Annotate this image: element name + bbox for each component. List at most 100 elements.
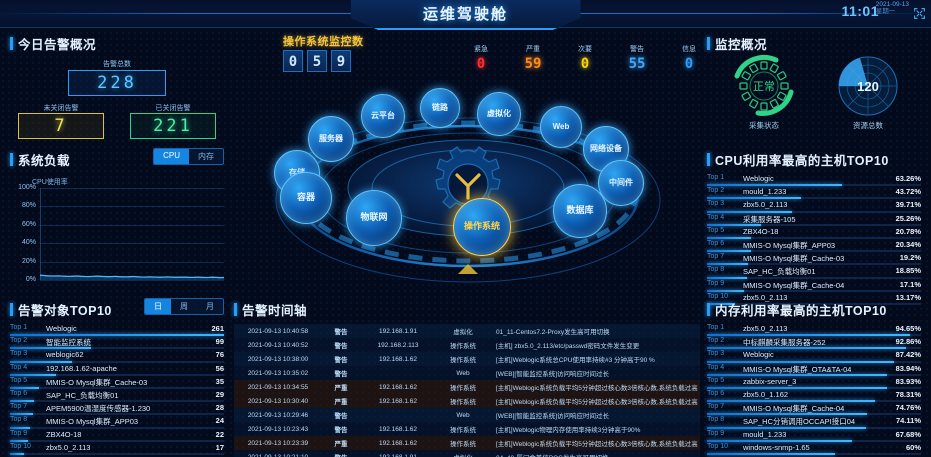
list-item[interactable]: Top 8 SAP_HC分销调用OCCAPI接口04 74.11% — [707, 416, 921, 429]
rank-item-value: 74.76% — [895, 403, 921, 413]
list-item[interactable]: Top 2 智能监控系统 99 — [10, 337, 224, 350]
period-toggle-option-1[interactable]: 周 — [171, 299, 197, 314]
rank-bar-fill — [707, 197, 801, 200]
period-toggle-option-0[interactable]: 日 — [145, 299, 171, 314]
alert-time-cell: 2021-09-13 10:29:46 — [247, 411, 309, 419]
topology-node-1[interactable]: 服务器 — [308, 116, 354, 162]
table-row[interactable]: 2021-09-13 10:34:55 严重 192.168.1.62 操作系统 [主机… — [234, 380, 700, 394]
rank-bar-fill — [707, 210, 792, 213]
rank-item-name: MMIS-O Mysql集群_APP03 — [46, 417, 139, 427]
list-item[interactable]: Top 7 MMIS-O Mysql集群_Cache-04 74.76% — [707, 403, 921, 416]
chart-y-tick-0: 100% — [18, 184, 36, 191]
list-item[interactable]: Top 3 Weblogic 87.42% — [707, 350, 921, 363]
rank-bar-track — [707, 197, 921, 200]
severity-cell-2: 次要 0 — [559, 44, 611, 72]
topology-node-10[interactable]: 物联网 — [346, 190, 402, 246]
list-item[interactable]: Top 10 windows-snmp-1.65 60% — [707, 443, 921, 456]
rank-item-name: MMIS-O Mysql集群_APP03 — [743, 240, 836, 250]
alert-time-cell: 2021-09-13 10:23:43 — [247, 425, 309, 433]
topology-node-8[interactable]: 数据库 — [553, 184, 607, 238]
list-item[interactable]: Top 6 SAP_HC_负载均衡01 29 — [10, 390, 224, 403]
list-item[interactable]: Top 3 zbx5.0_2.113 39.71% — [707, 200, 921, 213]
topology-node-11[interactable]: 容器 — [280, 172, 332, 224]
system-load-metric-toggle[interactable]: CPU 内存 — [153, 148, 224, 165]
rank-bar-track — [707, 223, 921, 226]
load-toggle-option-1[interactable]: 内存 — [189, 149, 223, 164]
table-row[interactable]: 2021-09-13 10:38:00 警告 192.168.1.62 操作系统 [主机… — [234, 352, 700, 366]
title-accent-bar — [707, 153, 710, 166]
rank-item-value: 56 — [215, 363, 224, 373]
chart-y-axis — [40, 188, 41, 280]
rank-item-value: 17.1% — [899, 279, 921, 289]
topology-node-3[interactable]: 链路 — [420, 88, 460, 128]
rank-bar-track — [707, 263, 921, 266]
list-item[interactable]: Top 1 Weblogic 261 — [10, 324, 224, 337]
rank-bar-track — [10, 413, 224, 416]
list-item[interactable]: Top 7 MMIS-O Mysql集群_Cache-03 19.2% — [707, 253, 921, 266]
memory-top10-title-text: 内存利用率最高的主机TOP10 — [715, 304, 887, 318]
rank-bar-fill — [707, 223, 762, 226]
table-row[interactable]: 2021-09-13 10:35:02 警告 Web [WEB][智能监控系统]访问响… — [234, 366, 700, 380]
os-monitor-digit-0: 0 — [283, 50, 303, 72]
rank-label: Top 1 — [10, 324, 28, 331]
list-item[interactable]: Top 9 mould_1.233 67.68% — [707, 430, 921, 443]
list-item[interactable]: Top 9 MMIS-O Mysql集群_Cache-04 17.1% — [707, 280, 921, 293]
list-item[interactable]: Top 2 mould_1.233 43.72% — [707, 187, 921, 200]
list-item[interactable]: Top 10 zbx5.0_2.113 13.17% — [707, 293, 921, 306]
list-item[interactable]: Top 5 ZBX4O-18 20.78% — [707, 227, 921, 240]
list-item[interactable]: Top 9 ZBX4O-18 22 — [10, 430, 224, 443]
list-item[interactable]: Top 6 MMIS-O Mysql集群_APP03 20.34% — [707, 240, 921, 253]
period-toggle-option-2[interactable]: 月 — [197, 299, 223, 314]
cpu-top10-panel: CPU利用率最高的主机TOP10 Top 1 Weblogic 63.26% Top … — [707, 150, 921, 305]
rank-item-name: Weblogic — [743, 350, 774, 360]
topology-node-4[interactable]: 虚拟化 — [477, 92, 521, 136]
rank-label: Top 1 — [707, 324, 725, 331]
list-item[interactable]: Top 6 zbx5.0_1.162 78.31% — [707, 390, 921, 403]
rank-bar-fill — [10, 426, 30, 429]
list-item[interactable]: Top 10 zbx5.0_2.113 17 — [10, 443, 224, 456]
list-item[interactable]: Top 4 192.168.1.62-apache 56 — [10, 364, 224, 377]
resource-total-value: 120 — [857, 79, 879, 94]
table-row[interactable]: 2021-09-13 10:30:40 严重 192.168.1.62 操作系统 [主机… — [234, 394, 700, 408]
table-row[interactable]: 2021-09-13 10:40:58 警告 192.168.1.91 虚拟化 01_1… — [234, 324, 700, 338]
table-row[interactable]: 2021-09-13 10:23:43 警告 192.168.1.62 操作系统 [主机… — [234, 422, 700, 436]
load-toggle-option-0[interactable]: CPU — [154, 149, 189, 164]
table-row[interactable]: 2021-09-13 10:21:10 警告 192.168.1.91 虚拟化04_4… — [234, 450, 700, 457]
rank-label: Top 5 — [707, 376, 725, 384]
rank-label: Top 6 — [707, 389, 725, 397]
title-accent-bar — [10, 303, 13, 316]
severity-label-0: 紧急 — [474, 46, 488, 53]
list-item[interactable]: Top 4 采集服务器-105 25.26% — [707, 214, 921, 227]
list-item[interactable]: Top 7 APEM5900温湿度传感器-1.230 28 — [10, 403, 224, 416]
rank-item-value: 24 — [215, 416, 224, 426]
rank-bar-fill — [10, 334, 224, 337]
cpu-top10-title-text: CPU利用率最高的主机TOP10 — [715, 154, 889, 168]
table-row[interactable]: 2021-09-13 10:23:39 严重 192.168.1.62 操作系统 [主机… — [234, 436, 700, 450]
list-item[interactable]: Top 4 MMIS-O Mysql集群_OTA&TA-04 83.94% — [707, 364, 921, 377]
header-date: 2021-09-13 — [875, 1, 909, 8]
list-item[interactable]: Top 8 SAP_HC_负载均衡01 18.85% — [707, 266, 921, 279]
list-item[interactable]: Top 5 MMIS-O Mysql集群_Cache-03 35 — [10, 377, 224, 390]
list-item[interactable]: Top 1 zbx5.0_2.113 94.65% — [707, 324, 921, 337]
topology-node-7[interactable]: 中间件 — [598, 160, 644, 206]
topology-node-5[interactable]: Web — [540, 106, 582, 148]
list-item[interactable]: Top 3 weblogic62 76 — [10, 350, 224, 363]
list-item[interactable]: Top 8 MMIS-O Mysql集群_APP03 24 — [10, 416, 224, 429]
list-item[interactable]: Top 1 Weblogic 63.26% — [707, 174, 921, 187]
rank-bar-track — [10, 439, 224, 442]
topology-node-2[interactable]: 云平台 — [361, 94, 405, 138]
list-item[interactable]: Top 2 中标麒麟采集服务器-252 92.86% — [707, 337, 921, 350]
rank-label: Top 7 — [10, 403, 28, 411]
alert-top10-period-toggle[interactable]: 日周月 — [144, 298, 224, 315]
alert-ip-cell: 192.168.1.91 — [379, 327, 417, 335]
alert-time-cell: 2021-09-13 10:34:55 — [247, 383, 309, 391]
alert-level-cell: 警告 — [334, 329, 348, 336]
chart-gridline-5 — [40, 280, 224, 281]
topology-node-9[interactable]: 操作系统 — [453, 198, 511, 256]
fullscreen-icon[interactable] — [913, 7, 926, 20]
table-row[interactable]: 2021-09-13 10:40:52 警告 192.168.2.113 操作系统 [主… — [234, 338, 700, 352]
list-item[interactable]: Top 5 zabbix-server_3 83.93% — [707, 377, 921, 390]
resource-total-radar-icon: 120 — [838, 56, 898, 116]
table-row[interactable]: 2021-09-13 10:29:46 警告 Web [WEB][智能监控系统]访问响… — [234, 408, 700, 422]
